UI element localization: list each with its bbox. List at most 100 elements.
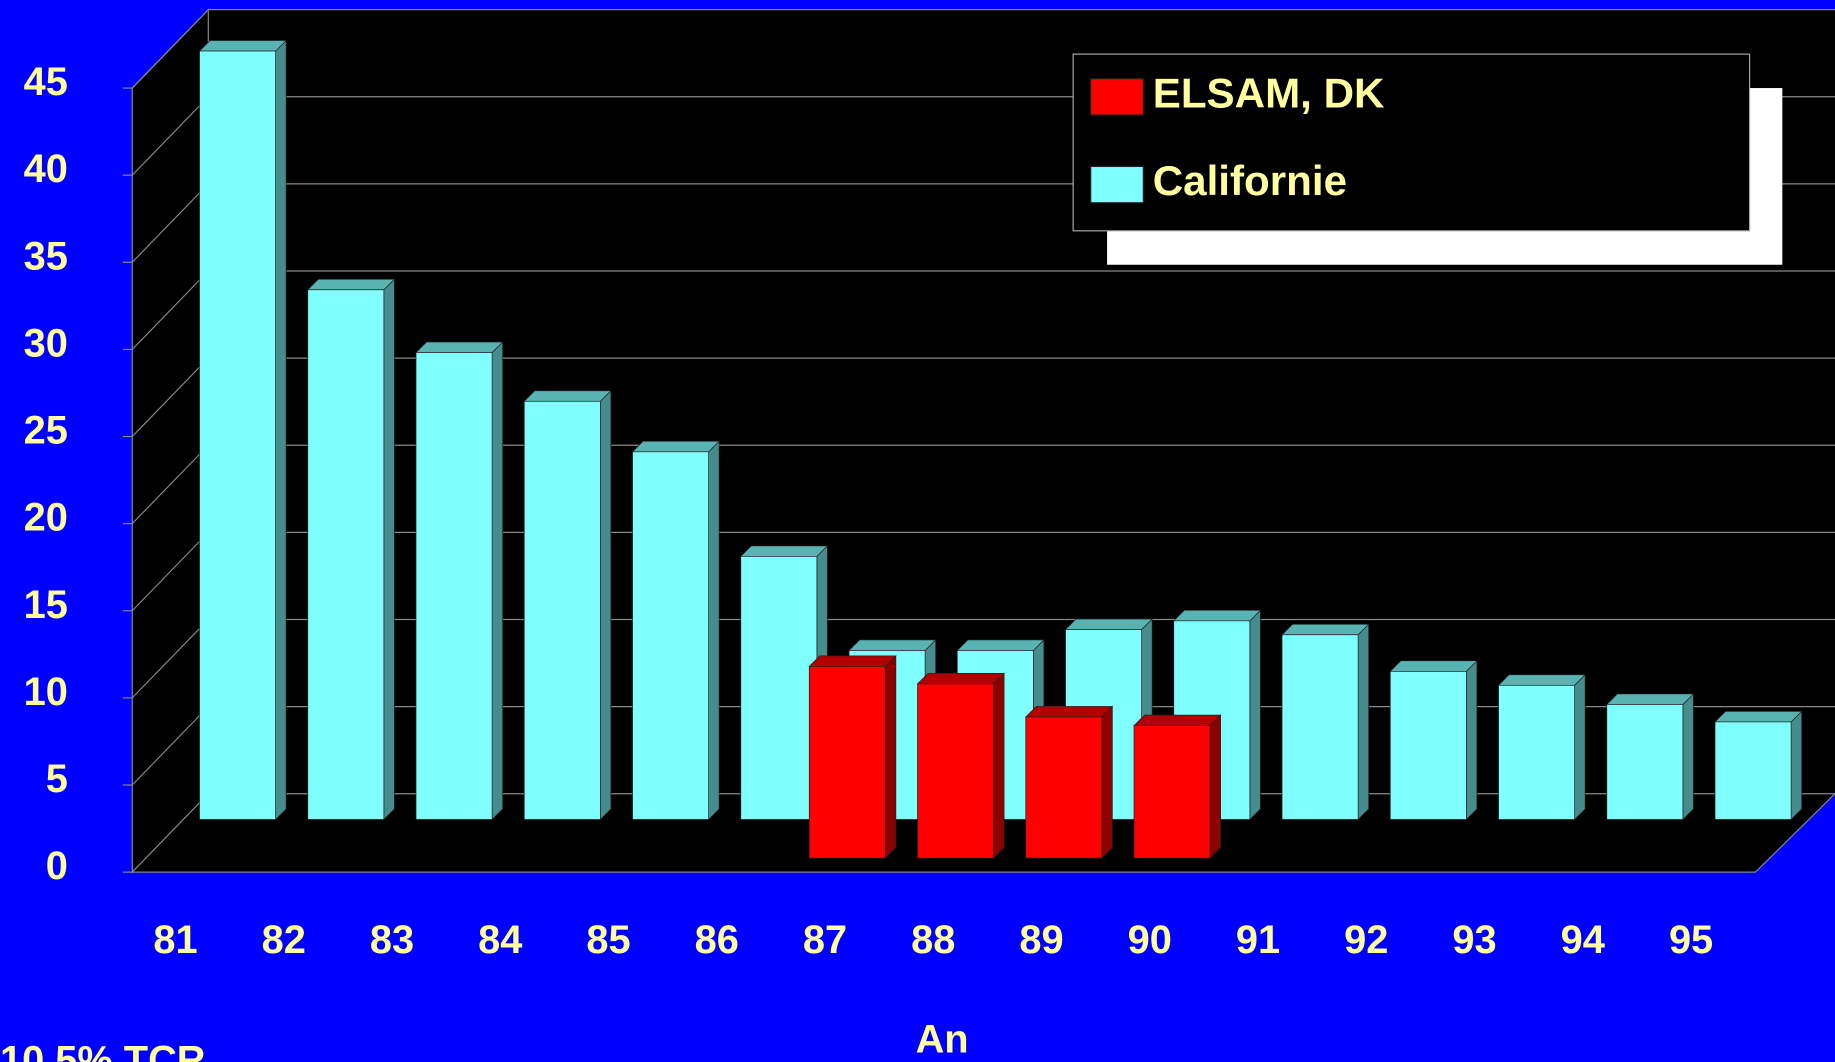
bar-top — [808, 655, 897, 667]
bar-front — [523, 400, 601, 820]
bar-top — [739, 545, 829, 557]
bar-top — [916, 672, 1005, 685]
bar-front — [632, 451, 709, 820]
y-tick-label: 10 — [24, 670, 68, 714]
bar-top — [1172, 609, 1262, 622]
y-tick-label: 35 — [24, 234, 68, 278]
y-tick-label: 40 — [24, 147, 68, 191]
x-tick-label: 95 — [1669, 918, 1713, 962]
grid-line — [131, 96, 209, 176]
bar-top — [1497, 674, 1586, 686]
bar — [523, 389, 612, 821]
bar-side — [1682, 693, 1694, 821]
bar-front — [1498, 684, 1575, 820]
grid-line — [131, 183, 209, 263]
bar — [1281, 623, 1370, 821]
legend-label: Californie — [1153, 157, 1347, 204]
y-tick-label: 25 — [24, 409, 68, 453]
bar-top — [523, 390, 612, 402]
x-axis-label: An — [916, 1017, 969, 1061]
bar — [631, 440, 720, 821]
bar — [1389, 659, 1478, 821]
grid-line — [131, 444, 209, 525]
bar — [916, 672, 1005, 859]
bar — [306, 278, 396, 821]
bar-top — [1064, 618, 1153, 630]
annotation: 10.5% TCR — [0, 1038, 206, 1062]
bar-side — [1790, 710, 1802, 821]
bar-top — [415, 341, 504, 353]
x-tick-label: 87 — [803, 918, 847, 962]
bar-front — [199, 50, 276, 820]
x-tick-label: 94 — [1561, 918, 1605, 962]
x-tick-label: 81 — [153, 918, 197, 962]
bar-front — [415, 352, 493, 820]
grid-line — [131, 531, 209, 612]
legend — [1072, 53, 1751, 232]
bar-side — [1357, 623, 1369, 821]
bar-side — [1249, 609, 1261, 821]
bar-top — [1024, 706, 1114, 718]
x-tick-label: 93 — [1452, 918, 1496, 962]
bar-front — [1606, 704, 1684, 820]
bar — [1133, 714, 1222, 859]
bar-side — [1466, 659, 1478, 821]
bar — [415, 341, 504, 821]
x-tick-label: 82 — [262, 918, 306, 962]
x-tick-label: 88 — [911, 918, 955, 962]
bar-top — [1281, 623, 1370, 636]
x-tick-label: 91 — [1236, 918, 1280, 962]
side-wall — [131, 8, 209, 874]
bar-side — [884, 655, 897, 859]
grid-line — [131, 9, 209, 89]
x-tick-label: 83 — [370, 918, 414, 962]
bar-front — [1133, 725, 1211, 859]
grid-line — [131, 357, 209, 437]
y-tick-label: 15 — [24, 583, 68, 627]
y-tick-label: 30 — [24, 321, 68, 365]
bar-side — [1574, 673, 1586, 821]
grid-line — [131, 706, 209, 786]
bar-front — [307, 289, 385, 820]
bar — [808, 655, 897, 859]
bar — [1605, 693, 1695, 821]
bar-top — [1714, 711, 1803, 723]
bar-top — [198, 40, 287, 52]
y-tick-label: 20 — [24, 496, 68, 540]
bar-top — [1389, 660, 1478, 672]
bar-side — [1209, 714, 1221, 859]
bar-front — [1714, 721, 1792, 820]
legend-label: ELSAM, DK — [1153, 69, 1385, 116]
bar — [1024, 705, 1114, 859]
bar-top — [1605, 693, 1695, 705]
x-tick-label: 92 — [1344, 918, 1388, 962]
grid-line — [131, 270, 209, 350]
grid-line — [131, 619, 209, 699]
bar-side — [1101, 705, 1113, 859]
bar-top — [1133, 714, 1222, 727]
bar — [198, 39, 287, 821]
bar-side — [491, 341, 503, 821]
bar-front — [740, 556, 818, 820]
y-tick-label: 0 — [46, 844, 68, 888]
bar — [1497, 673, 1586, 821]
bar-side — [708, 440, 720, 821]
bar-front — [917, 683, 994, 859]
y-tick-label: 45 — [24, 60, 68, 104]
bar-top — [848, 639, 937, 651]
bar-side — [993, 672, 1005, 859]
bar-front — [1025, 716, 1103, 859]
bar-side — [383, 278, 395, 821]
bar-top — [956, 639, 1045, 651]
legend-swatch — [1090, 78, 1144, 116]
y-tick-label: 5 — [46, 757, 68, 801]
bar-front — [808, 666, 886, 859]
x-tick-label: 90 — [1128, 918, 1172, 962]
x-tick-label: 89 — [1019, 918, 1063, 962]
x-tick-label: 85 — [586, 918, 630, 962]
x-tick-label: 86 — [695, 918, 739, 962]
bar-side — [275, 39, 287, 821]
bar-top — [631, 440, 720, 453]
bar-front — [1281, 634, 1359, 820]
